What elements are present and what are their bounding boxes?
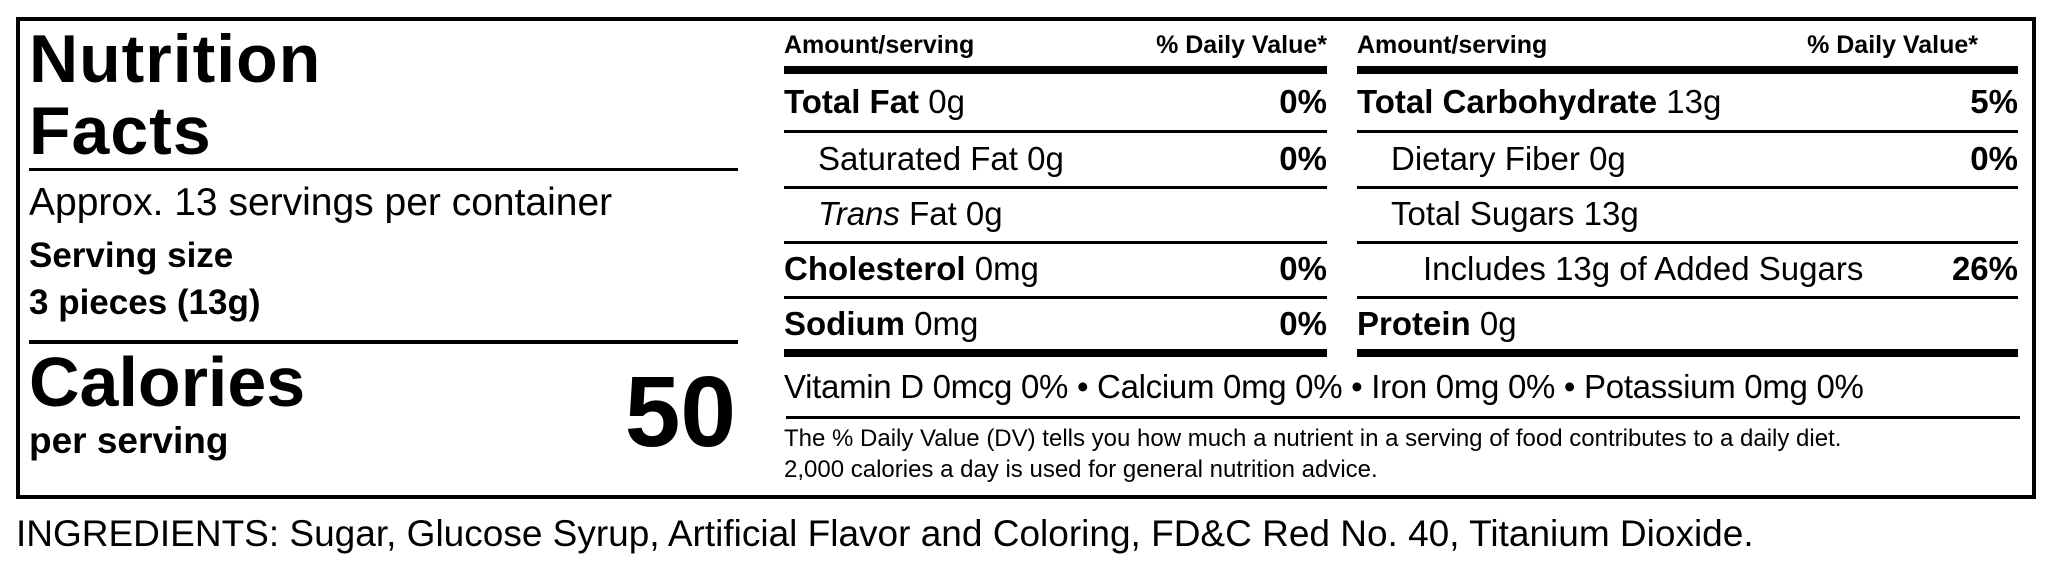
row-trans-fat: Trans Fat 0g [818, 195, 1003, 232]
row-added-sugars: Includes 13g of Added Sugars 26% [1423, 250, 2018, 287]
row-cholesterol: Cholesterol 0mg 0% [784, 250, 1327, 287]
footnote-line-2: 2,000 calories a day is used for general… [784, 456, 1378, 483]
row-sodium: Sodium 0mg 0% [784, 305, 1327, 342]
header-dv-left: % Daily Value* [1156, 31, 1327, 59]
divider [1357, 296, 2018, 299]
row-dietary-fiber: Dietary Fiber 0g 0% [1391, 140, 2018, 177]
title-nutrition: Nutrition [29, 21, 322, 97]
header-amount-left: Amount/serving [784, 31, 975, 59]
row-total-carbohydrate: Total Carbohydrate 13g 5% [1357, 83, 2018, 120]
ingredients: INGREDIENTS: Sugar, Glucose Syrup, Artif… [16, 513, 1754, 554]
calories-label: Calories [29, 343, 306, 421]
footnote-line-1: The % Daily Value (DV) tells you how muc… [784, 425, 1842, 452]
thick-bar [784, 349, 1327, 357]
divider [784, 296, 1327, 299]
nutrition-facts-panel [16, 17, 2036, 499]
thick-bar [784, 66, 1327, 74]
calories-per-serving: per serving [29, 420, 229, 461]
divider [784, 130, 1327, 133]
divider [784, 186, 1327, 189]
divider [29, 340, 738, 344]
serving-size-value: 3 pieces (13g) [29, 283, 261, 322]
divider [784, 241, 1327, 244]
divider [786, 416, 2020, 419]
divider [1357, 130, 2018, 133]
vitamins-minerals: Vitamin D 0mcg 0% • Calcium 0mg 0% • Iro… [784, 368, 1864, 405]
row-saturated-fat: Saturated Fat 0g 0% [818, 140, 1327, 177]
servings-per-container: Approx. 13 servings per container [29, 181, 613, 224]
header-amount-right: Amount/serving [1357, 31, 1548, 59]
divider [1357, 186, 2018, 189]
serving-size-label: Serving size [29, 236, 234, 275]
calories-value: 50 [624, 356, 736, 468]
header-dv-right: % Daily Value* [1807, 31, 1978, 59]
thick-bar [1357, 349, 2018, 357]
row-protein: Protein 0g [1357, 305, 1517, 342]
row-total-fat: Total Fat 0g 0% [784, 83, 1327, 120]
thick-bar [1357, 66, 2018, 74]
divider [1357, 241, 2018, 244]
title-facts: Facts [29, 93, 212, 169]
divider [29, 168, 738, 171]
row-total-sugars: Total Sugars 13g [1391, 195, 1639, 232]
